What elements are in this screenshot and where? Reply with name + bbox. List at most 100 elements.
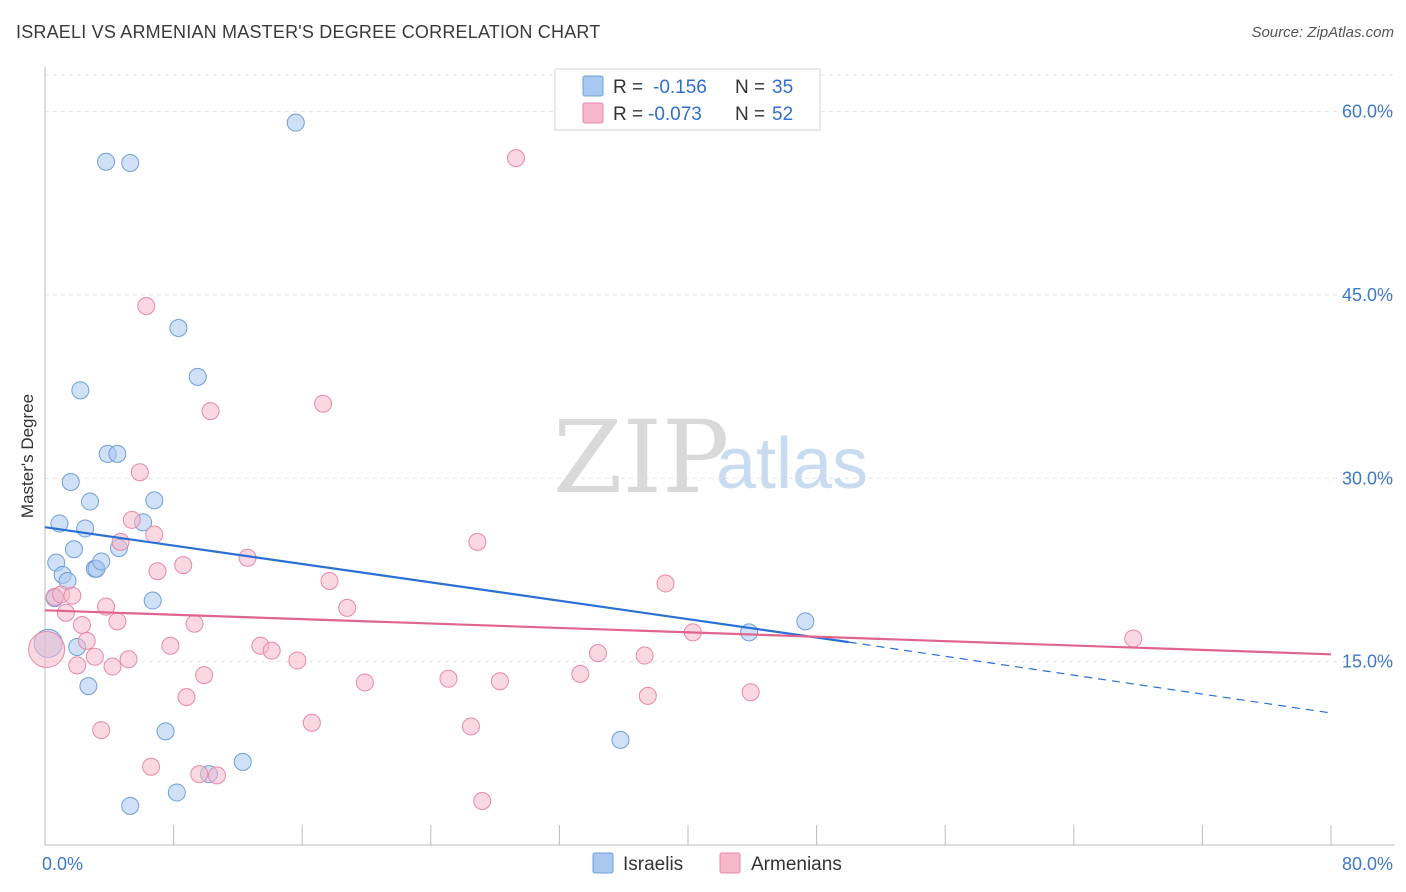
- y-tick-label-0: 15.0%: [1342, 652, 1393, 672]
- point-armenians-15: [122, 510, 141, 529]
- point-armenians-36: [338, 598, 357, 617]
- point-armenians-33: [302, 713, 321, 732]
- legend-r-label-1: R =: [613, 104, 643, 125]
- point-armenians-19: [145, 525, 164, 544]
- chart-source: Source: ZipAtlas.com: [1251, 24, 1394, 41]
- point-israelis-28: [188, 367, 207, 386]
- point-israelis-6: [61, 473, 80, 491]
- point-armenians-22: [174, 556, 193, 575]
- point-israelis-9: [71, 381, 90, 400]
- point-armenians-42: [490, 672, 509, 691]
- point-israelis-24: [143, 591, 162, 610]
- point-armenians-12: [108, 612, 127, 631]
- point-armenians-23: [177, 688, 196, 707]
- legend-swatch-armenians: [582, 102, 604, 124]
- point-armenians-34: [314, 394, 333, 413]
- watermark-atlas: atlas: [716, 424, 868, 504]
- axes: [44, 67, 1395, 846]
- point-israelis-16: [97, 152, 116, 171]
- point-armenians-25: [190, 765, 209, 784]
- bottom-legend: Israelis Armenians: [592, 852, 842, 875]
- bottom-legend-swatch-armenians: [719, 852, 741, 874]
- point-armenians-16: [130, 463, 149, 482]
- point-armenians-14: [119, 650, 138, 669]
- point-armenians-7: [77, 631, 96, 650]
- point-israelis-25: [156, 722, 175, 741]
- y-axis-label: Master's Degree: [18, 394, 37, 518]
- point-armenians-0: [28, 630, 66, 668]
- point-israelis-18: [108, 444, 127, 463]
- trend-line-armenians: [44, 609, 1332, 656]
- y-tick-label-1: 30.0%: [1342, 468, 1393, 488]
- point-armenians-35: [320, 572, 339, 590]
- trend-line-israelis: [44, 526, 849, 644]
- point-armenians-3: [56, 603, 75, 622]
- bottom-legend-label-armenians: Armenians: [751, 854, 842, 875]
- point-israelis-31: [286, 113, 305, 132]
- point-armenians-28: [208, 766, 227, 785]
- legend-r-label-0: R =: [613, 77, 643, 98]
- point-israelis-15: [92, 552, 111, 571]
- point-armenians-24: [185, 614, 204, 633]
- point-armenians-20: [148, 562, 167, 581]
- point-israelis-34: [796, 612, 815, 631]
- point-armenians-44: [571, 664, 590, 683]
- legend-r-value-0: -0.156: [653, 77, 707, 98]
- point-israelis-7: [64, 540, 83, 559]
- bottom-legend-swatch-israelis: [592, 852, 614, 874]
- point-israelis-11: [79, 677, 98, 696]
- point-armenians-40: [468, 532, 487, 551]
- point-armenians-9: [92, 721, 111, 740]
- y-tick-label-3: 60.0%: [1342, 102, 1393, 122]
- x-tick-label-1: 80.0%: [1342, 854, 1393, 874]
- point-israelis-23: [145, 491, 164, 510]
- point-armenians-26: [195, 666, 214, 685]
- point-armenians-10: [97, 597, 116, 616]
- point-israelis-20: [121, 154, 140, 172]
- point-armenians-17: [137, 297, 156, 315]
- watermark-zip: ZIP: [553, 399, 729, 516]
- point-armenians-5: [68, 656, 87, 675]
- point-armenians-43: [506, 149, 525, 168]
- legend-n-value-0: 35: [772, 77, 793, 98]
- legend-swatch-israelis: [582, 75, 604, 97]
- point-armenians-50: [741, 683, 760, 702]
- point-israelis-21: [121, 796, 140, 815]
- bottom-legend-label-israelis: Israelis: [623, 854, 683, 875]
- x-tick-labels: 0.0% 80.0%: [42, 854, 1393, 874]
- point-armenians-46: [635, 646, 654, 665]
- point-israelis-12: [81, 492, 100, 511]
- point-armenians-51: [1124, 629, 1143, 648]
- point-israelis-30: [233, 752, 252, 771]
- series-armenians: [28, 149, 1143, 810]
- point-armenians-39: [461, 717, 480, 736]
- point-armenians-11: [103, 657, 122, 676]
- point-armenians-45: [588, 644, 607, 663]
- point-armenians-21: [161, 636, 180, 655]
- x-tick-label-0: 0.0%: [42, 854, 83, 874]
- point-armenians-47: [638, 686, 657, 705]
- point-armenians-6: [72, 616, 91, 634]
- legend-box: R = -0.156 N = 35 R = -0.073 N = 52: [554, 68, 821, 131]
- legend-n-label-0: N =: [735, 77, 765, 98]
- point-armenians-48: [656, 574, 675, 593]
- chart-title: ISRAELI VS ARMENIAN MASTER'S DEGREE CORR…: [16, 22, 601, 42]
- legend-n-label-1: N =: [735, 104, 765, 125]
- watermark: ZIP atlas: [553, 399, 868, 516]
- point-armenians-31: [262, 641, 281, 660]
- legend-n-value-1: 52: [772, 104, 793, 125]
- point-armenians-13: [111, 532, 130, 551]
- y-tick-label-2: 45.0%: [1342, 285, 1393, 305]
- trend-line-dashed-israelis: [848, 641, 1332, 714]
- point-israelis-27: [169, 319, 188, 337]
- point-armenians-41: [473, 792, 492, 810]
- point-armenians-4: [63, 586, 82, 605]
- point-armenians-32: [288, 651, 307, 670]
- legend-r-value-1: -0.073: [648, 104, 702, 125]
- point-armenians-18: [142, 757, 161, 776]
- grid-lines: [45, 74, 1395, 663]
- trend-lines: [44, 526, 1332, 714]
- point-armenians-37: [355, 673, 374, 692]
- point-israelis-32: [611, 730, 630, 749]
